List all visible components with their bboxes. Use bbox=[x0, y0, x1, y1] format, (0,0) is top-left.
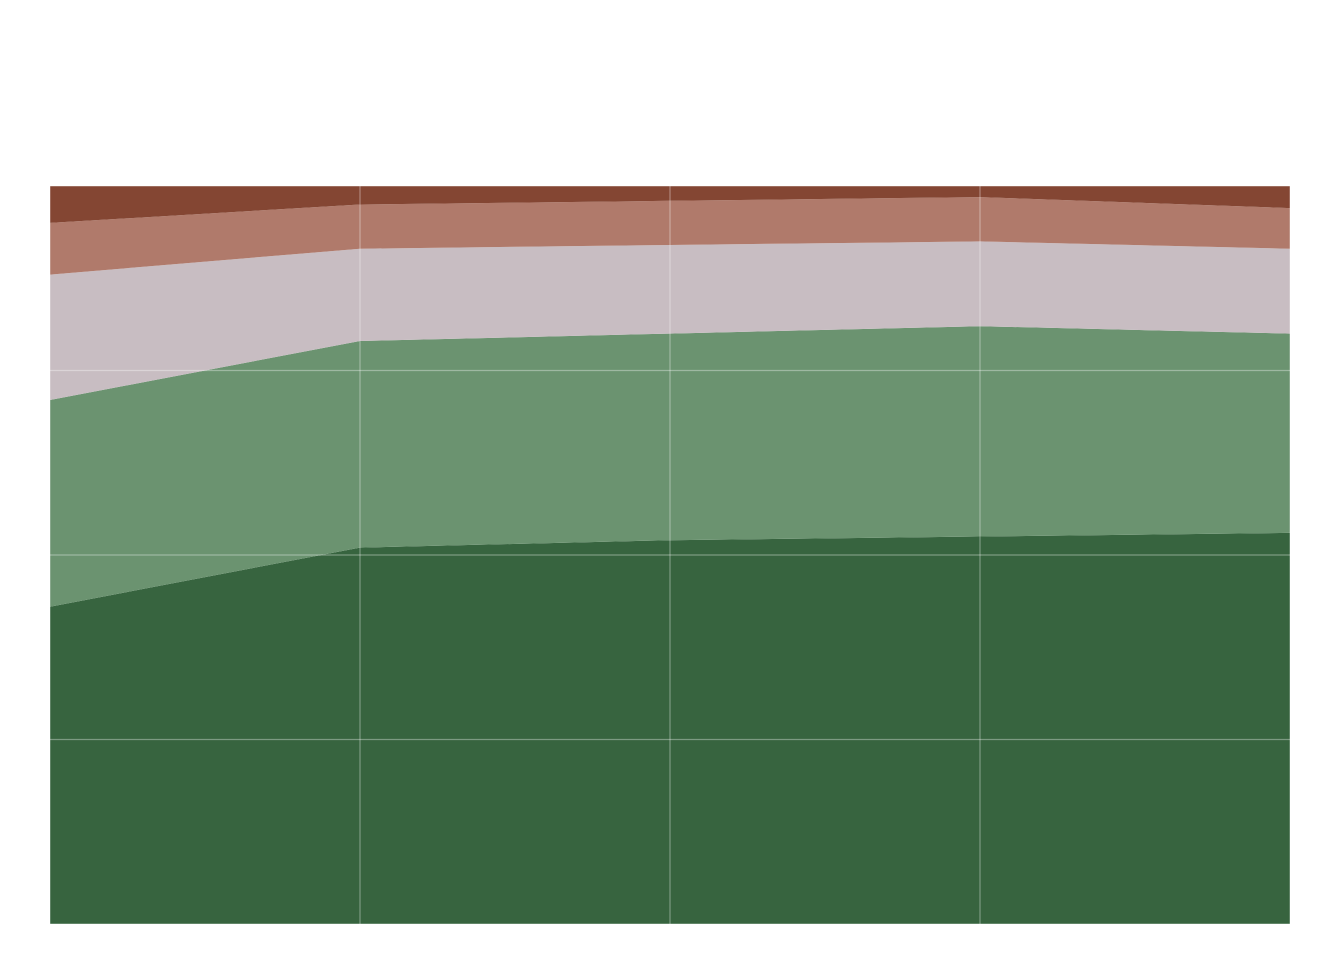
area-series-2 bbox=[50, 326, 1290, 607]
area-series-1 bbox=[50, 532, 1290, 924]
area-series-4 bbox=[50, 197, 1290, 275]
area-series-3 bbox=[50, 241, 1290, 400]
area-series-5 bbox=[50, 186, 1290, 223]
area-layers bbox=[50, 186, 1290, 924]
grid-lines bbox=[49, 185, 1291, 925]
